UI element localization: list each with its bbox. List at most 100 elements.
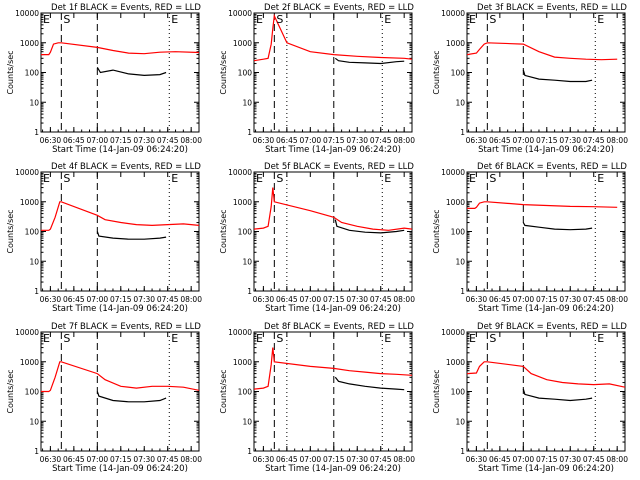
chart-title: Det 3f BLACK = Events, RED = LLD	[477, 3, 627, 13]
plot-frame	[466, 171, 626, 292]
chart-panel-5: Det 5f BLACK = Events, RED = LLD 1 10 100 10…	[219, 162, 415, 314]
y-tick-label: 10	[242, 257, 252, 266]
chart-title: Det 8f BLACK = Events, RED = LLD	[264, 322, 414, 332]
x-tick-label: 07:00	[513, 136, 535, 145]
event-marker-s: S	[276, 332, 283, 345]
x-tick-label: 06:30	[40, 136, 62, 145]
plot-frame	[253, 331, 413, 452]
x-axis-label: Start Time (14-Jan-09 06:24:20)	[52, 464, 188, 474]
event-marker-s: S	[489, 332, 496, 345]
series-line-lld	[254, 13, 412, 62]
event-marker-e: E	[43, 172, 50, 185]
x-tick-label: 07:15	[110, 455, 132, 464]
x-tick-label: 07:00	[300, 295, 322, 304]
chart-title: Det 6f BLACK = Events, RED = LLD	[477, 162, 627, 172]
plot-frame	[40, 12, 200, 133]
x-axis-label: Start Time (14-Jan-09 06:24:20)	[265, 464, 401, 474]
x-tick-label: 07:15	[323, 455, 345, 464]
x-axis-label: Start Time (14-Jan-09 06:24:20)	[478, 304, 614, 314]
event-marker-e: E	[384, 172, 391, 185]
series-line-lld	[467, 201, 618, 209]
y-tick-label: 1	[460, 447, 465, 456]
event-marker-e: E	[469, 13, 476, 26]
event-marker-s: S	[63, 332, 70, 345]
event-marker-e: E	[469, 172, 476, 185]
event-marker-e: E	[43, 332, 50, 345]
y-axis-label: Counts/sec	[219, 369, 228, 413]
y-tick-label: 1	[247, 447, 252, 456]
event-marker-s: S	[489, 13, 496, 26]
y-tick-label: 10	[455, 257, 465, 266]
x-tick-label: 07:00	[513, 455, 535, 464]
x-tick-label: 06:45	[276, 136, 298, 145]
y-axis-label: Counts/sec	[6, 369, 15, 413]
x-tick-label: 06:45	[63, 295, 85, 304]
plot-frame	[466, 331, 626, 452]
event-marker-e: E	[384, 332, 391, 345]
y-tick-label: 10	[455, 417, 465, 426]
chart-title: Det 9f BLACK = Events, RED = LLD	[477, 322, 627, 332]
series-line-events	[522, 388, 593, 402]
event-marker-e: E	[171, 332, 178, 345]
x-tick-label: 06:45	[63, 455, 85, 464]
x-tick-label: 08:00	[393, 295, 415, 304]
chart-panel-3: Det 3f BLACK = Events, RED = LLD 1 10 100 10…	[432, 3, 628, 155]
event-marker-e: E	[469, 332, 476, 345]
x-tick-label: 08:00	[180, 455, 202, 464]
series-line-lld	[467, 361, 625, 388]
y-tick-label: 100	[25, 69, 40, 78]
x-tick-label: 06:45	[489, 295, 511, 304]
x-tick-label: 06:30	[253, 136, 275, 145]
x-tick-label: 08:00	[393, 455, 415, 464]
chart-title: Det 7f BLACK = Events, RED = LLD	[51, 322, 201, 332]
event-marker-e: E	[256, 13, 263, 26]
series-line-events	[522, 222, 593, 231]
y-tick-label: 1000	[446, 198, 465, 207]
y-tick-label: 10000	[15, 328, 39, 337]
x-tick-label: 08:00	[606, 136, 628, 145]
x-tick-label: 07:00	[300, 136, 322, 145]
y-tick-label: 1	[34, 287, 39, 296]
x-axis-label: Start Time (14-Jan-09 06:24:20)	[52, 145, 188, 155]
series-line-lld	[41, 201, 199, 231]
x-tick-label: 07:00	[300, 455, 322, 464]
x-tick-label: 07:30	[346, 455, 368, 464]
y-tick-label: 1000	[20, 358, 39, 367]
event-marker-e: E	[597, 332, 604, 345]
y-tick-label: 1	[34, 447, 39, 456]
y-axis-label: Counts/sec	[432, 369, 441, 413]
y-axis-label: Counts/sec	[219, 209, 228, 253]
x-tick-label: 07:30	[559, 455, 581, 464]
y-tick-label: 100	[451, 388, 466, 397]
series-line-events	[334, 219, 405, 234]
x-tick-label: 08:00	[606, 295, 628, 304]
x-tick-label: 08:00	[180, 295, 202, 304]
x-tick-label: 07:45	[157, 136, 179, 145]
y-tick-label: 1000	[233, 198, 252, 207]
chart-panel-2: Det 2f BLACK = Events, RED = LLD 1 10 100 10…	[219, 3, 415, 155]
y-axis-label: Counts/sec	[6, 50, 15, 94]
y-tick-label: 10	[29, 98, 39, 107]
y-tick-label: 1000	[233, 358, 252, 367]
event-marker-e: E	[43, 13, 50, 26]
event-marker-s: S	[489, 172, 496, 185]
x-tick-label: 07:15	[536, 136, 558, 145]
plot-frame	[40, 171, 200, 292]
event-marker-e: E	[171, 172, 178, 185]
chart-panel-4: Det 4f BLACK = Events, RED = LLD 1 10 100 10…	[6, 162, 202, 314]
y-tick-label: 1	[247, 128, 252, 137]
y-tick-label: 10000	[441, 328, 465, 337]
x-tick-label: 08:00	[606, 455, 628, 464]
x-tick-label: 06:45	[276, 455, 298, 464]
y-tick-label: 100	[451, 69, 466, 78]
x-tick-label: 06:30	[40, 455, 62, 464]
y-tick-label: 1000	[20, 198, 39, 207]
x-tick-label: 06:30	[253, 455, 275, 464]
x-tick-label: 07:00	[87, 136, 109, 145]
y-tick-label: 1000	[20, 39, 39, 48]
event-marker-e: E	[597, 172, 604, 185]
y-tick-label: 10000	[15, 9, 39, 18]
series-line-events	[96, 66, 167, 77]
x-tick-label: 06:30	[40, 295, 62, 304]
